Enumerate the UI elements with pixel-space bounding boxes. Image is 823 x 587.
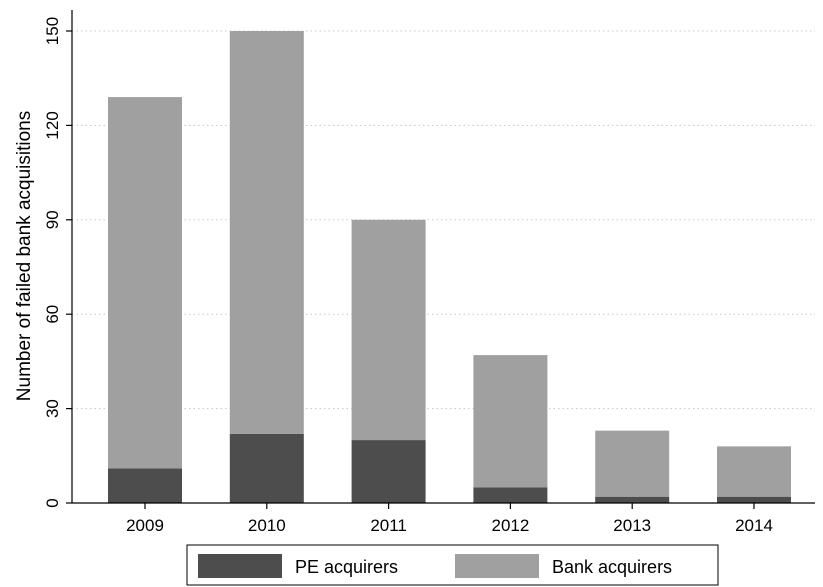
y-tick-label-150: 150	[43, 17, 62, 45]
x-ticks: 2009 2010 2011 2012 2013 2014	[126, 503, 773, 535]
bar-2009-bank	[108, 97, 182, 469]
legend-label-pe: PE acquirers	[295, 557, 398, 577]
legend-swatch-pe	[198, 554, 282, 578]
x-tick-label-2010: 2010	[248, 516, 286, 535]
bar-2014-pe	[717, 496, 791, 503]
bar-2012-pe	[473, 487, 548, 503]
y-tick-label-0: 0	[43, 498, 62, 507]
bar-2010-bank	[229, 31, 304, 434]
bar-2012-bank	[473, 355, 548, 488]
bars	[108, 31, 791, 503]
y-tick-label-90: 90	[43, 210, 62, 229]
x-tick-label-2012: 2012	[491, 516, 529, 535]
axes	[71, 10, 815, 504]
bar-2011-bank	[351, 219, 426, 441]
y-tick-label-30: 30	[43, 399, 62, 418]
bar-2009-pe	[108, 468, 182, 503]
y-ticks: 0 30 60 90 120 150	[43, 17, 72, 508]
bar-2013-bank	[595, 430, 670, 497]
bar-2010-pe	[229, 433, 304, 503]
y-axis-label: Number of failed bank acquisitions	[14, 111, 35, 401]
x-tick-label-2013: 2013	[613, 516, 651, 535]
legend: PE acquirers Bank acquirers	[186, 544, 719, 586]
y-tick-label-120: 120	[43, 111, 62, 139]
x-tick-label-2014: 2014	[735, 516, 773, 535]
bar-2011-pe	[351, 440, 426, 503]
legend-swatch-bank	[455, 554, 539, 578]
legend-label-bank: Bank acquirers	[552, 557, 672, 577]
bar-2013-pe	[595, 496, 670, 503]
bar-2014-bank	[717, 446, 791, 497]
y-tick-label-60: 60	[43, 305, 62, 324]
x-tick-label-2009: 2009	[126, 516, 164, 535]
x-tick-label-2011: 2011	[370, 516, 407, 535]
gridlines	[72, 30, 815, 410]
